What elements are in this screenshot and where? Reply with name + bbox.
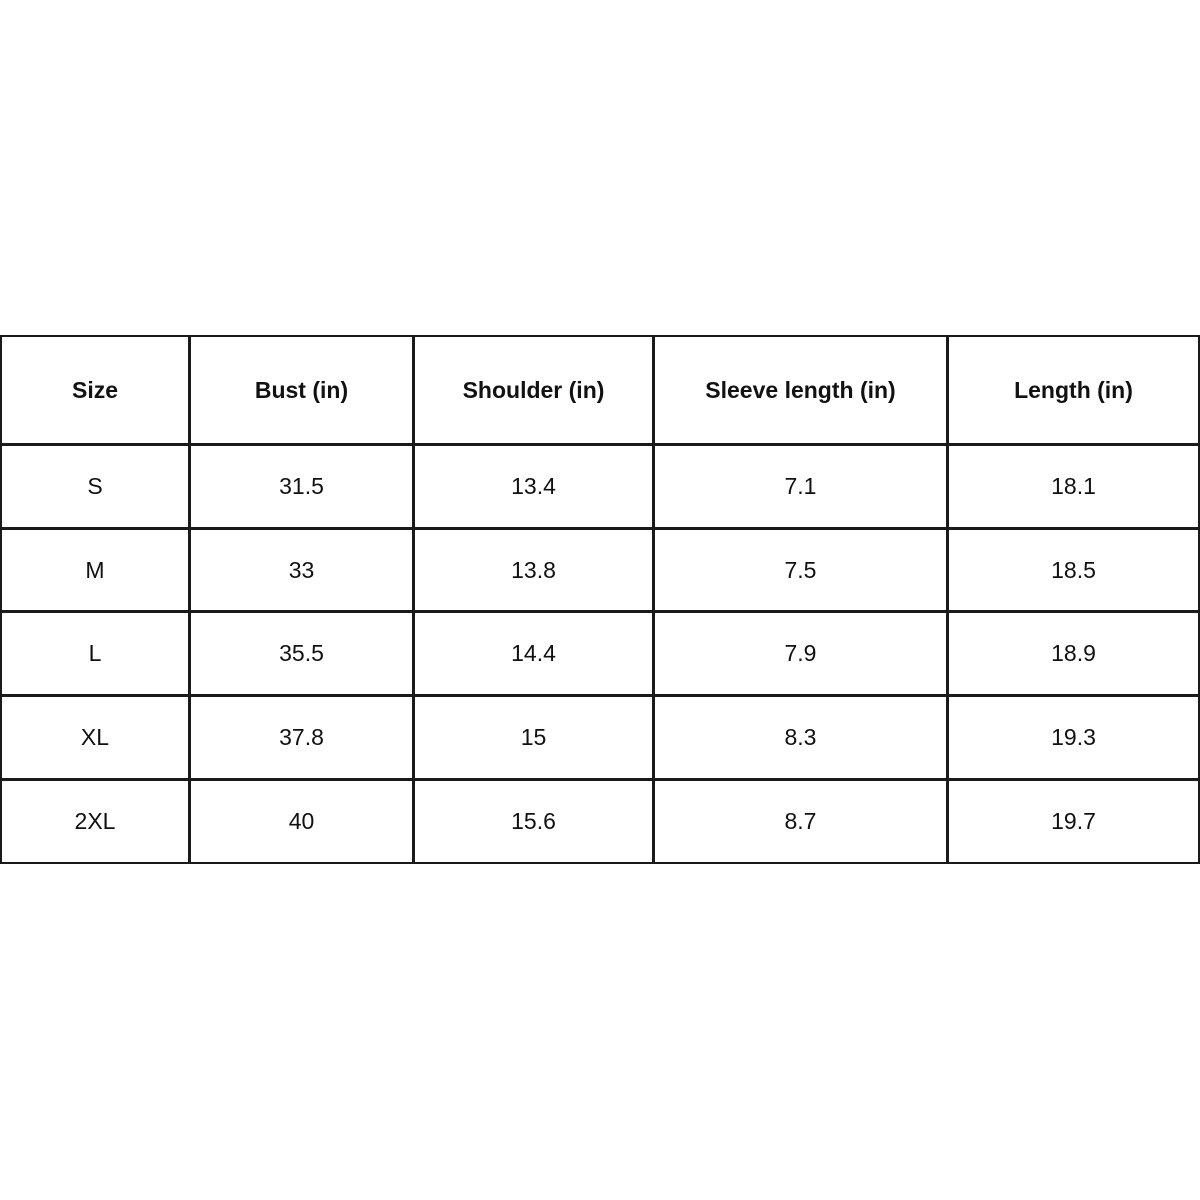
header-cell: Size [0,335,190,445]
table-cell: 19.3 [947,695,1200,780]
table-cell: 13.8 [413,528,654,612]
table-cell: 14.4 [413,611,654,696]
table-cell: 19.7 [947,779,1200,864]
table-cell: 18.1 [947,444,1200,529]
table-cell: 18.9 [947,611,1200,696]
table-cell: 2XL [0,779,190,864]
header-cell: Bust (in) [189,335,414,445]
table-cell: S [0,444,190,529]
table-cell: 7.1 [653,444,948,529]
table-cell: 33 [189,528,414,612]
table-cell: 7.9 [653,611,948,696]
table-cell: 31.5 [189,444,414,529]
table-cell: 37.8 [189,695,414,780]
table-cell: 15 [413,695,654,780]
header-cell: Shoulder (in) [413,335,654,445]
table-cell: 40 [189,779,414,864]
table-cell: L [0,611,190,696]
table-cell: 13.4 [413,444,654,529]
table-cell: 8.3 [653,695,948,780]
size-table: Size Bust (in) Shoulder (in) Sleeve length … [0,335,1200,864]
table-cell: XL [0,695,190,780]
table-cell: M [0,528,190,612]
table-cell: 15.6 [413,779,654,864]
table-cell: 7.5 [653,528,948,612]
header-cell: Sleeve length (in) [653,335,948,445]
table-cell: 18.5 [947,528,1200,612]
table-cell: 35.5 [189,611,414,696]
table-cell: 8.7 [653,779,948,864]
header-cell: Length (in) [947,335,1200,445]
